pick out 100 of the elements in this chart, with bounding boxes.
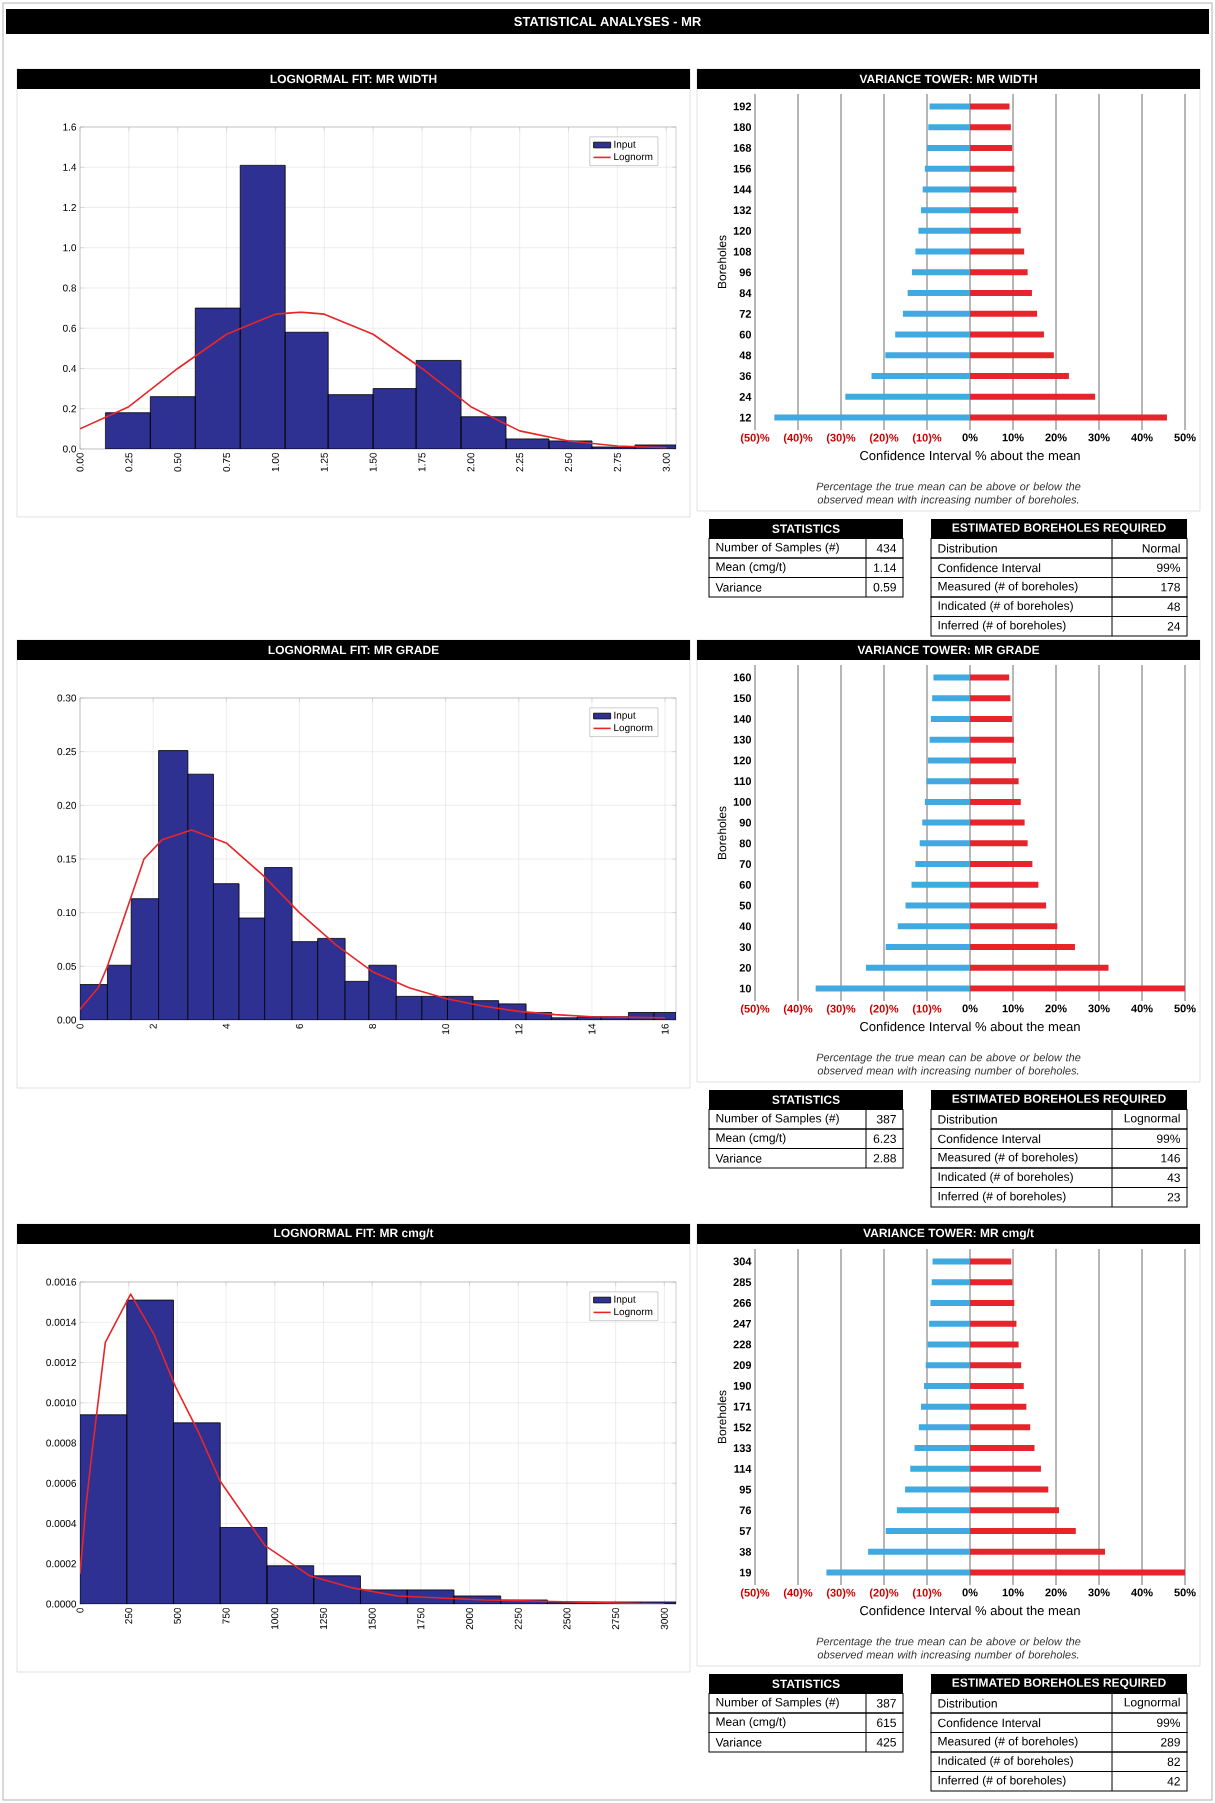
y-tick-label: 285 [733, 1278, 752, 1287]
y-tick-label: 168 [733, 144, 752, 152]
x-tick-label: 20% [1045, 1588, 1067, 1597]
y-tick-label: 0.0010 [46, 1399, 77, 1407]
legend-label: Input [614, 140, 636, 150]
y-tick-label: 152 [733, 1423, 752, 1432]
x-tick-label: (40)% [783, 1588, 813, 1599]
x-tick-label: 4 [222, 1023, 230, 1029]
y-tick-label: 0.05 [57, 962, 77, 970]
x-tick-label: 2.00 [467, 452, 475, 472]
x-tick-label: 2000 [466, 1607, 474, 1630]
x-tick-label: 3000 [660, 1607, 668, 1630]
text: 43 [1167, 1173, 1180, 1182]
text: Number of Samples (#) [716, 1113, 839, 1125]
y-tick-label: 50 [739, 901, 752, 910]
text: ESTIMATED BOREHOLES REQUIRED [952, 1678, 1166, 1690]
text: Number of Samples (#) [716, 542, 839, 554]
y-tick-label: 48 [739, 351, 752, 360]
y-tick-label: 120 [733, 226, 752, 235]
text: Indicated (# of boreholes) [938, 1172, 1073, 1184]
x-tick-label: (40)% [783, 1004, 813, 1015]
y-tick-label: 140 [733, 715, 752, 723]
text: 1.14 [874, 563, 897, 572]
y-tick-label: 266 [733, 1299, 752, 1307]
x-tick-label: (10)% [912, 433, 942, 444]
y-tick-label: 60 [739, 330, 752, 339]
y-tick-label: 0.10 [57, 909, 77, 917]
y-tick-label: 36 [739, 372, 752, 380]
y-tick-label: 228 [733, 1340, 752, 1349]
text: ESTIMATED BOREHOLES REQUIRED [952, 523, 1166, 535]
text: 434 [876, 543, 897, 553]
text: STATISTICS [772, 1095, 840, 1104]
x-tick-label: 750 [222, 1607, 230, 1624]
x-tick-label: 0% [962, 1004, 978, 1013]
y-tick-label: 90 [739, 818, 752, 827]
text: 178 [1161, 582, 1180, 592]
y-axis-title: Boreholes [717, 1390, 727, 1444]
text: Number of Samples (#) [716, 1697, 839, 1709]
text: Inferred (# of boreholes) [938, 1191, 1066, 1203]
text: 146 [1161, 1154, 1180, 1163]
y-tick-label: 0.0014 [46, 1318, 77, 1326]
y-tick-label: 0.8 [62, 284, 77, 292]
x-tick-label: 40% [1131, 1004, 1153, 1013]
x-tick-label: (20)% [869, 1004, 899, 1015]
x-tick-label: 10 [442, 1023, 450, 1034]
x-tick-label: 1.00 [271, 452, 279, 472]
text: Variance [715, 582, 762, 592]
text: STATISTICS [772, 524, 840, 533]
y-tick-label: 20 [739, 963, 752, 972]
y-axis-title: Boreholes [717, 235, 727, 289]
y-tick-label: 192 [733, 102, 752, 111]
text: 387 [876, 1699, 896, 1708]
text: Measured (# of boreholes) [938, 1736, 1078, 1748]
x-tick-label: 12 [515, 1024, 523, 1034]
y-tick-label: 95 [739, 1485, 752, 1494]
x-tick-label: 0 [76, 1023, 84, 1029]
text: 99% [1157, 1134, 1181, 1143]
y-tick-label: 0.2 [62, 405, 76, 413]
x-tick-label: (10)% [912, 1004, 942, 1015]
text: 48 [1167, 602, 1180, 611]
text: Variance [715, 1153, 762, 1163]
text: 82 [1167, 1757, 1180, 1766]
text: 42 [1167, 1777, 1180, 1786]
x-tick-label: (50)% [740, 1588, 770, 1599]
chart-title: LOGNORMAL FIT: MR GRADE [268, 645, 439, 655]
text: Confidence Interval [938, 1718, 1041, 1728]
y-tick-label: 76 [739, 1506, 752, 1515]
y-tick-label: 304 [733, 1257, 752, 1266]
y-tick-label: 209 [733, 1361, 752, 1370]
x-tick-label: 16 [661, 1023, 669, 1034]
y-tick-label: 80 [739, 839, 752, 848]
x-tick-label: 8 [368, 1023, 377, 1029]
legend-label: Lognorm [614, 724, 653, 734]
y-tick-label: 40 [739, 922, 752, 931]
x-tick-label: 50% [1174, 1004, 1196, 1013]
text: Lognormal [1124, 1697, 1180, 1709]
text: 99% [1157, 563, 1181, 572]
text: Variance [715, 1737, 762, 1747]
legend-label: Input [614, 1295, 636, 1305]
x-tick-label: 1.50 [369, 452, 377, 472]
text: Distribution [938, 1114, 997, 1124]
y-tick-label: 72 [739, 310, 752, 318]
text: Measured (# of boreholes) [938, 1152, 1078, 1164]
text: STATISTICS [772, 1679, 840, 1688]
y-tick-label: 84 [739, 289, 752, 297]
y-tick-label: 0.0000 [46, 1600, 77, 1608]
y-tick-label: 156 [733, 164, 752, 173]
y-tick-label: 180 [733, 123, 752, 132]
x-tick-label: 30% [1088, 1004, 1110, 1013]
y-tick-label: 133 [733, 1444, 752, 1453]
y-tick-label: 38 [739, 1547, 752, 1556]
text: STATISTICAL ANALYSES - MR [514, 16, 702, 27]
x-tick-label: 1.75 [418, 452, 426, 472]
text: 0.59 [873, 582, 896, 592]
text: Indicated (# of boreholes) [938, 1756, 1073, 1768]
x-tick-label: (20)% [869, 433, 899, 444]
text: Normal [1142, 543, 1180, 553]
x-tick-label: 2 [149, 1024, 157, 1029]
y-tick-label: 150 [733, 694, 752, 703]
text: Distribution [938, 543, 997, 553]
